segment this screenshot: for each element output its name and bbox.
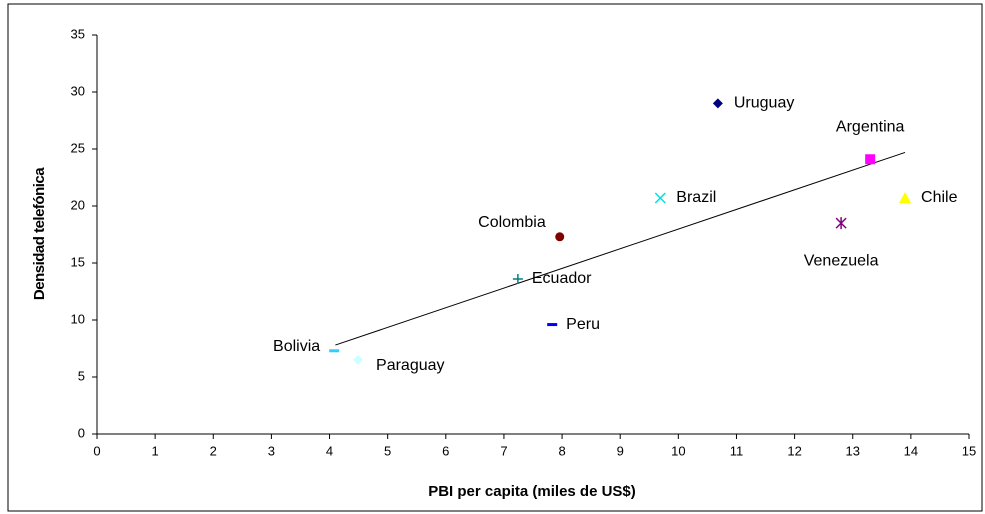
y-tick-label: 20 [71, 197, 85, 212]
x-tick-label: 7 [500, 443, 507, 458]
point-label: Uruguay [734, 95, 794, 112]
y-axis-title: Densidad telefónica [31, 167, 48, 300]
point-label: Venezuela [804, 252, 879, 269]
point-label: Chile [921, 189, 958, 206]
y-tick-label: 5 [78, 368, 85, 383]
y-tick-label: 0 [78, 425, 85, 440]
point-label: Peru [566, 316, 600, 333]
point-label: Paraguay [376, 357, 445, 374]
point [865, 154, 876, 165]
point-label: Colombia [478, 214, 546, 231]
x-tick-label: 2 [210, 443, 217, 458]
chart-frame [7, 3, 983, 512]
x-tick-label: 4 [326, 443, 333, 458]
x-tick-label: 15 [962, 443, 976, 458]
y-tick-label: 10 [71, 311, 85, 326]
point [512, 273, 523, 284]
y-tick-label: 25 [71, 140, 85, 155]
x-tick-label: 11 [730, 443, 744, 458]
point-label: Bolivia [273, 338, 320, 355]
point-label: Argentina [836, 118, 905, 135]
x-tick-label: 8 [558, 443, 565, 458]
x-tick-label: 6 [442, 443, 449, 458]
point [835, 217, 847, 230]
x-tick-label: 9 [617, 443, 624, 458]
x-tick-label: 14 [904, 443, 918, 458]
x-tick-label: 10 [671, 443, 685, 458]
point [654, 192, 666, 204]
x-tick-label: 13 [845, 443, 859, 458]
point [555, 232, 565, 242]
point [353, 354, 364, 365]
x-tick-label: 1 [152, 443, 159, 458]
point-label: Ecuador [532, 270, 592, 287]
point-label: Brazil [676, 189, 716, 206]
y-tick-label: 30 [71, 83, 85, 98]
point [329, 349, 340, 353]
x-tick-label: 5 [384, 443, 391, 458]
x-axis-title: PBI per capita (miles de US$) [428, 483, 636, 500]
point [547, 323, 558, 327]
x-tick-label: 3 [268, 443, 275, 458]
point [712, 98, 723, 109]
y-tick-label: 35 [71, 26, 85, 41]
x-tick-label: 12 [787, 443, 801, 458]
point [899, 192, 912, 204]
trendline [335, 151, 906, 346]
y-tick-label: 15 [71, 254, 85, 269]
x-tick-label: 0 [93, 443, 100, 458]
